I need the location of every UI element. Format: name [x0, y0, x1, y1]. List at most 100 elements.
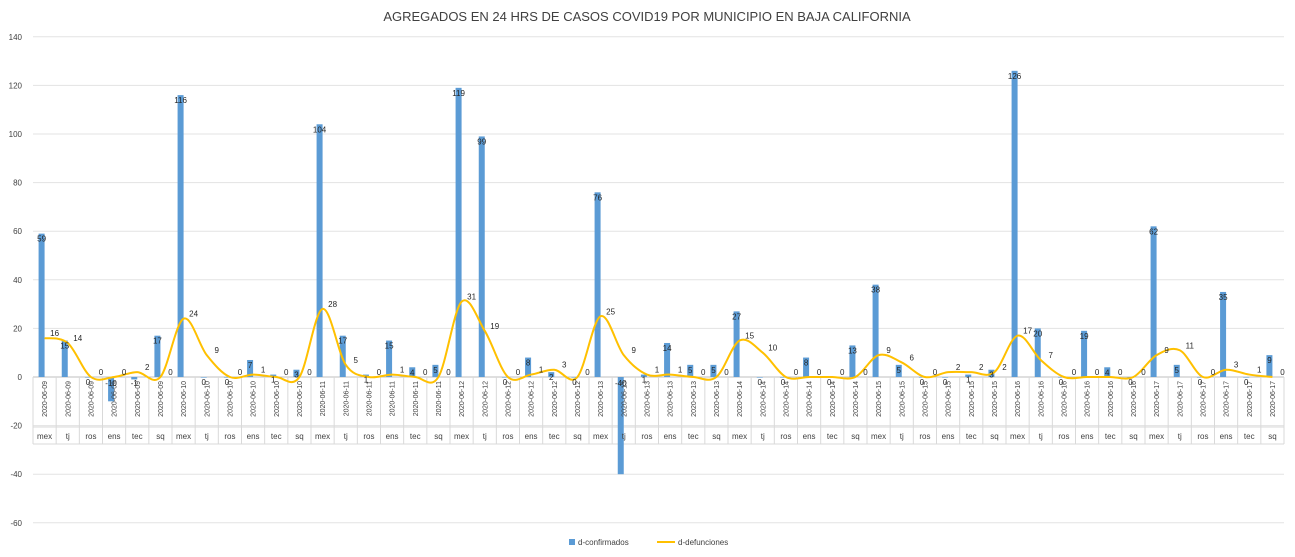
bar [849, 345, 856, 377]
bar [1104, 367, 1111, 377]
bar-data-label: 62 [1149, 227, 1158, 236]
bar-data-label: 19 [1080, 332, 1089, 341]
line-data-label: 2 [956, 363, 961, 372]
x-tick-municipio-label: tec [688, 432, 699, 441]
bar [1220, 291, 1227, 377]
line-data-label: 1 [678, 366, 683, 375]
legend-item-confirmados[interactable]: d-confirmados [569, 538, 629, 547]
line-data-label: 16 [50, 329, 59, 338]
x-tick-municipio-label: sq [295, 432, 303, 441]
x-tick-municipio-label: tj [344, 432, 348, 441]
line-data-label: 9 [1164, 346, 1169, 355]
x-tick-date-label: 2020-06-12 [505, 381, 512, 417]
x-tick-municipio-label: tec [1105, 432, 1116, 441]
x-tick-municipio-label: ens [386, 432, 399, 441]
bar-data-label: 14 [663, 344, 672, 353]
bar [478, 136, 485, 377]
x-tick-municipio-label: ens [1081, 432, 1094, 441]
x-tick-date-label: 2020-06-16 [1131, 381, 1138, 417]
line-data-label: 0 [585, 368, 590, 377]
line-data-label: 1 [655, 366, 660, 375]
x-tick-municipio-label: ens [942, 432, 955, 441]
x-tick-date-label: 2020-06-12 [482, 381, 489, 417]
x-tick-municipio-label: ros [363, 432, 374, 441]
legend[interactable]: d-confirmados d-defunciones [569, 538, 728, 547]
x-tick-municipio-label: ens [247, 432, 260, 441]
x-tick-date-label: 2020-06-12 [459, 381, 466, 417]
bar-data-label: 0 [827, 378, 832, 387]
x-tick-municipio-label: ros [641, 432, 652, 441]
bar-data-label: 27 [732, 312, 741, 321]
x-tick-date-label: 2020-06-13 [691, 381, 698, 417]
x-tick-municipio-label: tec [132, 432, 143, 441]
x-tick-date-label: 2020-06-11 [436, 381, 443, 416]
x-tick-date-label: 2020-06-09 [88, 381, 95, 417]
x-tick-date-label: 2020-06-15 [946, 381, 953, 417]
x-tick-date-label: 2020-06-16 [1108, 381, 1115, 417]
x-tick-municipio-label: sq [851, 432, 859, 441]
x-tick-date-label: 2020-06-10 [251, 381, 258, 417]
x-tick-date-label: 2020-06-14 [737, 381, 744, 417]
x-tick-date-label: 2020-06-10 [204, 381, 211, 417]
category-table-grid [32, 377, 1285, 445]
bar [756, 377, 763, 378]
line-data-label: 0 [238, 368, 243, 377]
bar-data-label: 5 [1175, 366, 1180, 375]
bar [247, 359, 254, 377]
x-tick-date-label: 2020-06-13 [598, 381, 605, 417]
x-tick-date-label: 2020-06-12 [529, 381, 536, 417]
bar [640, 374, 647, 377]
line-data-label: 0 [122, 368, 127, 377]
bar [664, 342, 671, 377]
line-data-label: 1 [400, 366, 405, 375]
line-data-label: 0 [168, 368, 173, 377]
bar-data-label: 104 [313, 125, 327, 134]
x-tick-date-label: 2020-06-17 [1177, 381, 1184, 417]
line-data-label: 0 [794, 368, 799, 377]
bar [84, 377, 91, 378]
y-tick-label: 20 [13, 324, 22, 333]
x-tick-municipio-label: ros [780, 432, 791, 441]
legend-item-defunciones[interactable]: d-defunciones [657, 538, 728, 547]
x-tick-date-label: 2020-06-15 [899, 381, 906, 417]
x-tick-date-label: 2020-06-15 [922, 381, 929, 417]
bar [293, 369, 300, 377]
bar [1266, 355, 1273, 377]
x-tick-date-label: 2020-06-10 [297, 381, 304, 417]
bar [108, 377, 115, 402]
line-data-label: 10 [768, 344, 777, 353]
y-tick-label: 0 [18, 373, 23, 382]
x-tick-municipio-label: tec [549, 432, 560, 441]
line-data-label: 6 [910, 353, 915, 362]
bar-data-label: 8 [804, 359, 809, 368]
line-data-label: 24 [189, 310, 198, 319]
line-data-label: 0 [516, 368, 521, 377]
bar [548, 372, 555, 377]
bar-data-label: 3 [989, 371, 994, 380]
bar-data-label: 116 [174, 96, 187, 105]
x-tick-date-label: 2020-06-16 [1015, 381, 1022, 417]
gridlines [33, 36, 1284, 524]
x-tick-municipio-label: tec [410, 432, 421, 441]
x-tick-municipio-label: tj [900, 432, 904, 441]
bar-data-label: 35 [1219, 293, 1228, 302]
x-tick-municipio-label: tj [1178, 432, 1182, 441]
y-tick-label: 140 [9, 33, 23, 42]
line-data-label: 2 [979, 363, 984, 372]
bar [432, 364, 439, 377]
x-tick-date-label: 2020-06-11 [413, 381, 420, 416]
x-tick-municipio-label: mex [454, 432, 469, 441]
bar-data-label: 4 [410, 368, 415, 377]
line-data-label: 5 [354, 356, 359, 365]
x-tick-date-label: 2020-06-10 [274, 381, 281, 417]
bar-data-label: 0 [781, 378, 786, 387]
x-tick-municipio-label: tec [1244, 432, 1255, 441]
x-tick-date-label: 2020-06-17 [1270, 381, 1277, 417]
x-tick-date-label: 2020-06-17 [1154, 381, 1161, 417]
line-data-label: 0 [284, 368, 289, 377]
x-tick-municipio-label: sq [1129, 432, 1137, 441]
x-tick-date-label: 2020-06-09 [112, 381, 119, 417]
x-tick-municipio-label: ens [803, 432, 816, 441]
bar [779, 377, 786, 378]
